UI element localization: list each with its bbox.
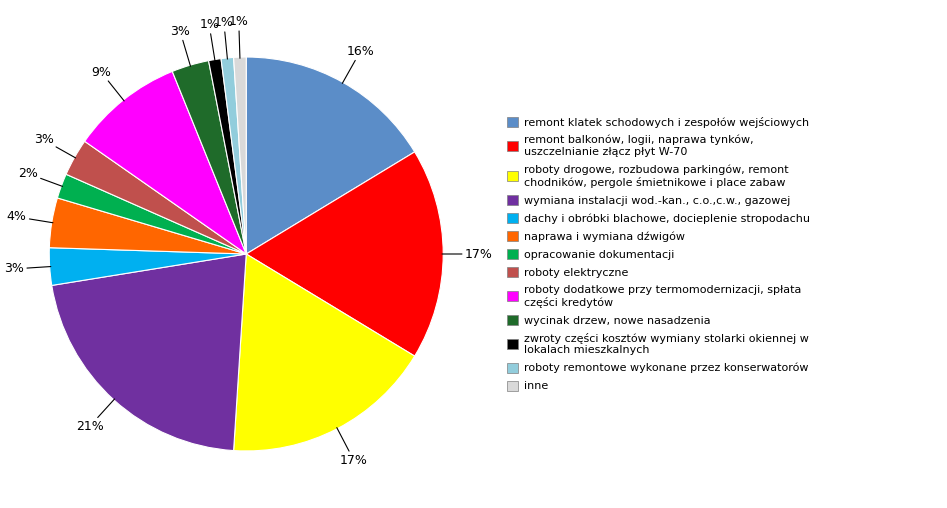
Text: 1%: 1% [214, 16, 234, 59]
Wedge shape [66, 141, 246, 254]
Wedge shape [58, 174, 246, 254]
Text: 21%: 21% [76, 399, 115, 433]
Text: 16%: 16% [342, 45, 374, 83]
Wedge shape [246, 57, 415, 254]
Wedge shape [234, 57, 246, 254]
Wedge shape [208, 58, 246, 254]
Text: 3%: 3% [34, 134, 76, 158]
Wedge shape [172, 60, 246, 254]
Wedge shape [49, 248, 246, 285]
Wedge shape [84, 72, 246, 254]
Text: 3%: 3% [170, 25, 190, 66]
Text: 9%: 9% [91, 66, 124, 101]
Wedge shape [234, 254, 415, 451]
Text: 1%: 1% [199, 18, 219, 60]
Legend: remont klatek schodowych i zespołów wejściowych, remont balkonów, logii, naprawa: remont klatek schodowych i zespołów wejś… [507, 117, 810, 391]
Text: 17%: 17% [337, 428, 367, 466]
Wedge shape [246, 152, 443, 356]
Text: 3%: 3% [5, 263, 51, 275]
Text: 17%: 17% [442, 247, 492, 261]
Wedge shape [49, 198, 246, 254]
Text: 1%: 1% [229, 15, 249, 58]
Text: 2%: 2% [18, 167, 63, 186]
Wedge shape [221, 57, 246, 254]
Text: 4%: 4% [7, 210, 53, 224]
Wedge shape [52, 254, 246, 451]
